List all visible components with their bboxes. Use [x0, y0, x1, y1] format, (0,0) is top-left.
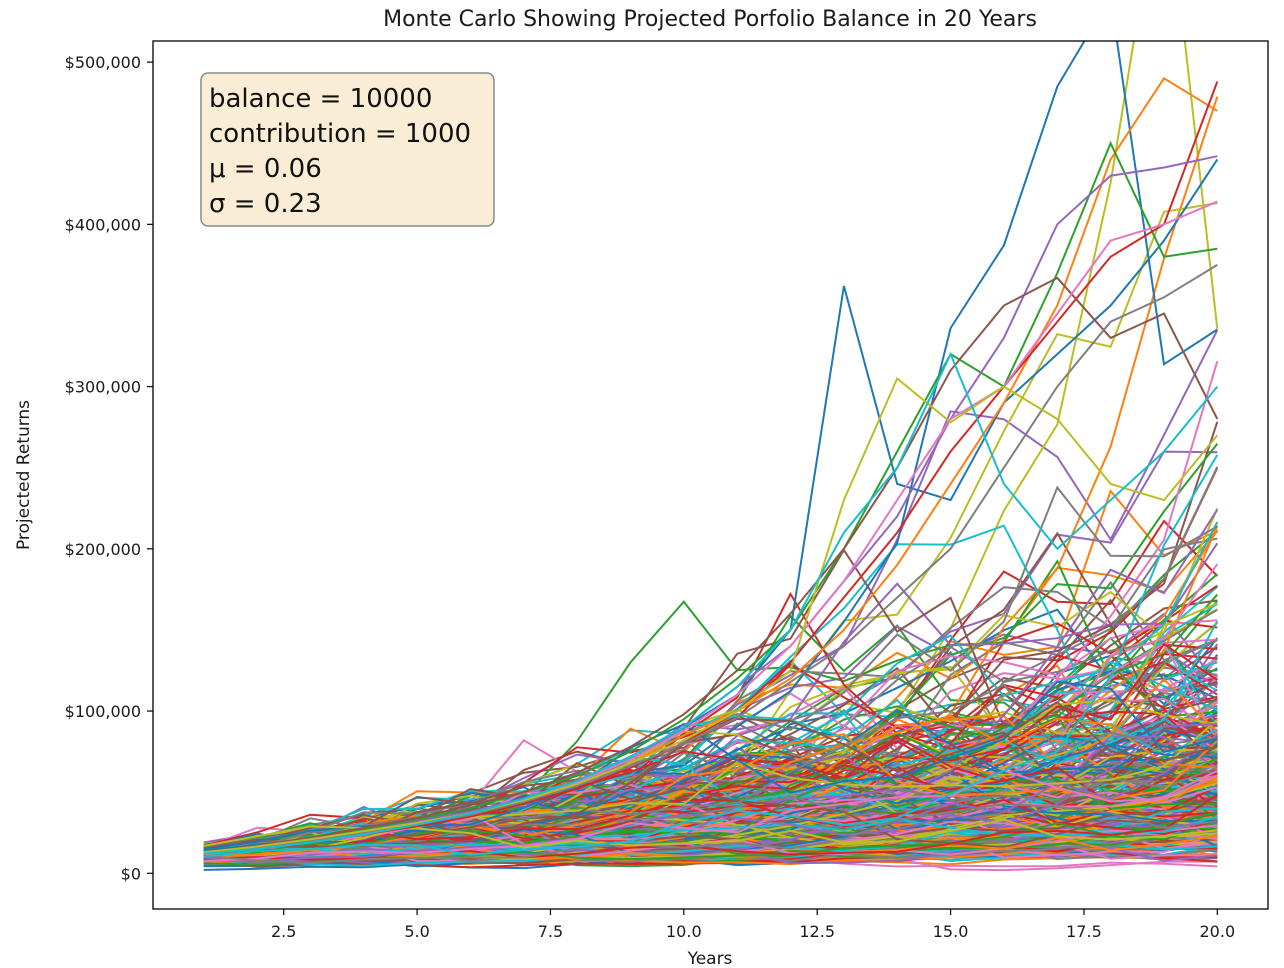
series-line	[203, 140, 1218, 854]
y-tick-label: $100,000	[65, 702, 141, 721]
x-axis-title: Years	[687, 949, 733, 968]
y-tick-label: $300,000	[65, 378, 141, 397]
x-tick-label: 15.0	[933, 922, 969, 941]
y-tick-label: $200,000	[65, 540, 141, 559]
series-line	[203, 787, 1218, 856]
y-tick-label: $0	[121, 864, 141, 883]
annotation-balance: balance = 10000	[209, 84, 432, 114]
x-tick-label: 20.0	[1200, 922, 1236, 941]
y-tick-label: $500,000	[65, 53, 141, 72]
series-line	[203, 623, 1218, 856]
y-tick-label: $400,000	[65, 215, 141, 234]
annotation-mu: μ = 0.06	[209, 154, 322, 184]
x-tick-label: 17.5	[1066, 922, 1102, 941]
y-axis: $0 $100,000 $200,000 $300,000 $400,000 $500,0…	[65, 53, 153, 883]
series-line	[203, 802, 1218, 864]
series-line	[203, 683, 1218, 855]
annotation-sigma: σ = 0.23	[209, 189, 322, 219]
annotation-contribution: contribution = 1000	[209, 119, 471, 149]
series-line	[203, 736, 1218, 860]
x-tick-label: 12.5	[799, 922, 835, 941]
series-line	[203, 764, 1218, 858]
x-axis: 2.5 5.0 7.5 10.0 12.5 15.0 17.5 20.0	[271, 909, 1235, 941]
x-tick-label: 7.5	[538, 922, 563, 941]
x-tick-label: 10.0	[666, 922, 702, 941]
series-line	[203, 264, 1218, 854]
annotation-box	[200, 72, 495, 227]
series-line	[203, 351, 1219, 855]
series-line	[203, 376, 1219, 854]
series-line	[203, 766, 1218, 861]
parameters-annotation: balance = 10000 contribution = 1000 μ = …	[200, 72, 495, 227]
x-tick-label: 5.0	[404, 922, 429, 941]
chart-title: Monte Carlo Showing Projected Porfolio B…	[383, 7, 1037, 32]
series-line	[203, 769, 1218, 863]
plot-area-frame	[152, 40, 1269, 910]
x-tick-label: 2.5	[271, 922, 296, 941]
series-line	[203, 454, 1219, 858]
series-line	[203, 276, 1219, 854]
series-layer	[203, 41, 1219, 872]
series-line	[203, 815, 1218, 856]
series-line	[203, 524, 1218, 853]
series-line	[203, 733, 1218, 861]
y-axis-title: Projected Returns	[14, 400, 34, 550]
